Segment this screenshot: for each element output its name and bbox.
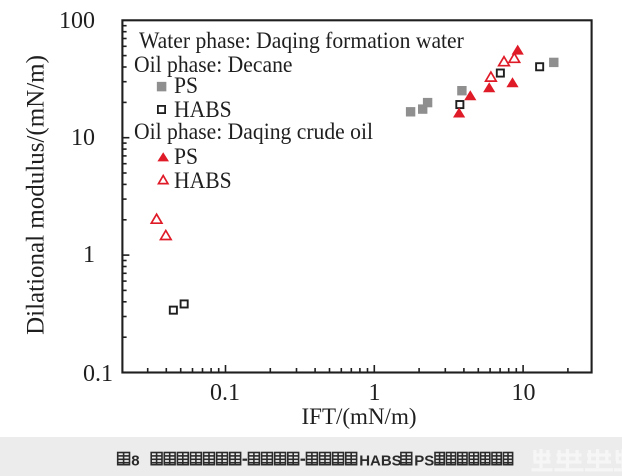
svg-text:8: 8 xyxy=(131,452,139,469)
svg-text:PS: PS xyxy=(414,452,434,469)
svg-text:HABS: HABS xyxy=(359,452,402,469)
